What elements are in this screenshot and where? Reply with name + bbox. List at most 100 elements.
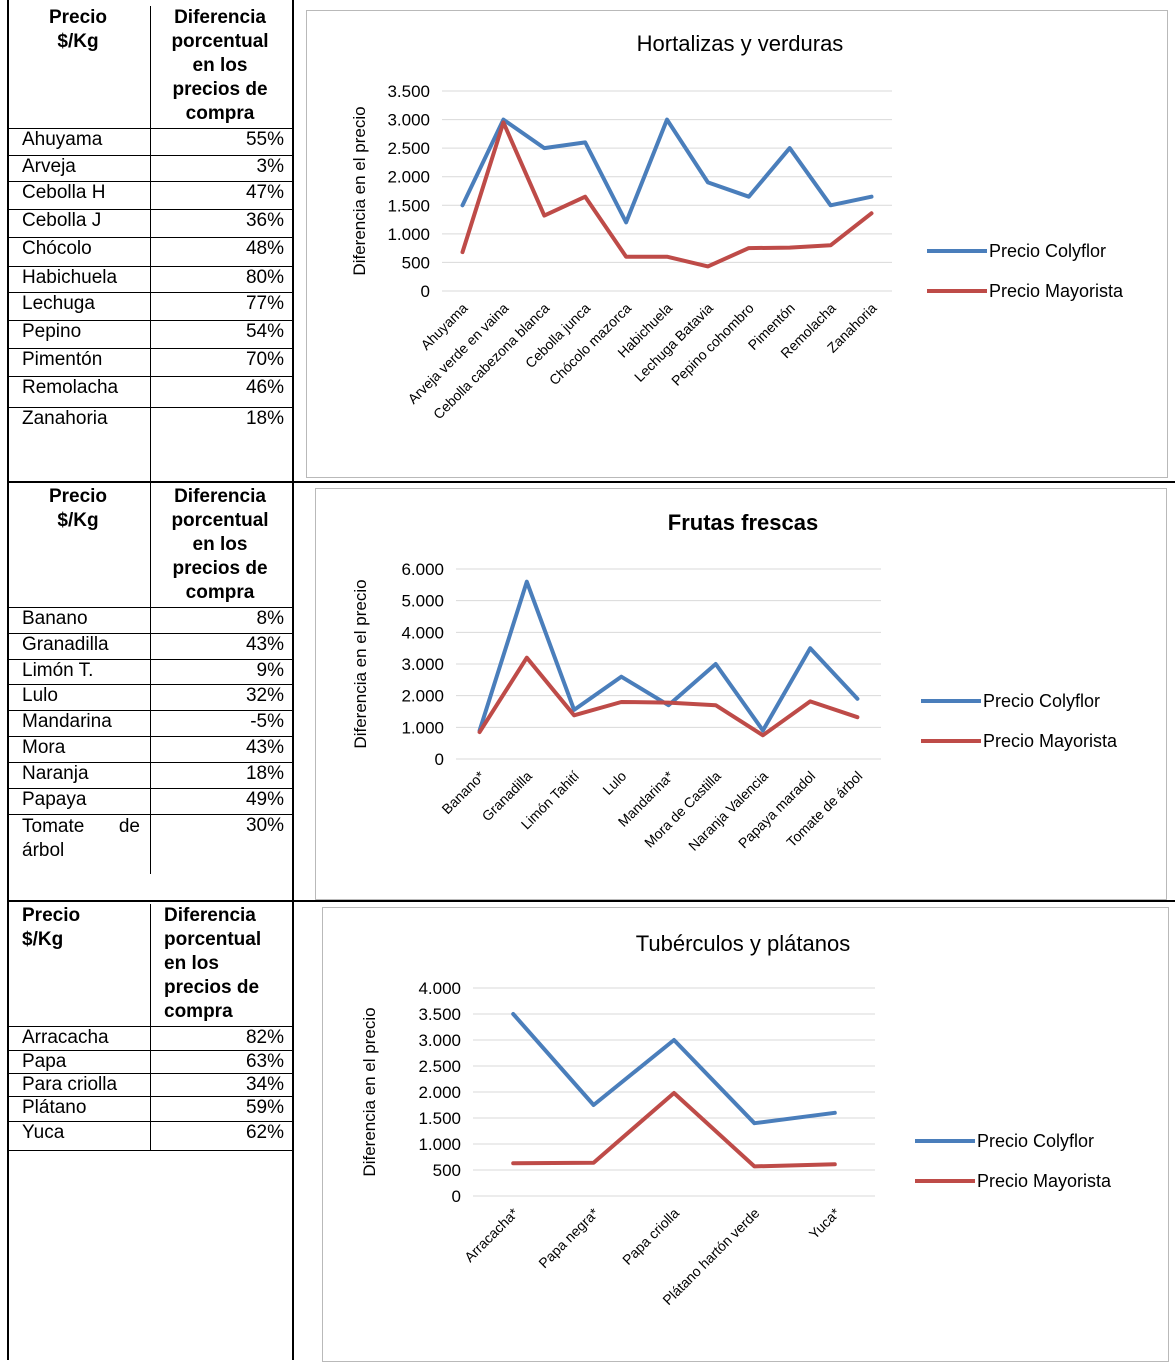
table-column-separator xyxy=(150,607,151,633)
x-category-label: Lulo xyxy=(599,768,629,798)
row-name: Granadilla xyxy=(22,634,109,656)
row-percentage: 32% xyxy=(246,685,284,707)
y-tick-label: 2.500 xyxy=(387,139,430,158)
row-percentage: 43% xyxy=(246,634,284,656)
row-percentage: 34% xyxy=(246,1074,284,1096)
table-column-separator xyxy=(150,684,151,710)
y-tick-label: 4.000 xyxy=(401,623,444,642)
row-name: Arracacha xyxy=(22,1027,109,1049)
row-name: Mora xyxy=(22,737,65,759)
y-tick-label: 2.000 xyxy=(387,168,430,187)
x-category-label: Arracacha* xyxy=(461,1204,522,1265)
legend-label: Precio Mayorista xyxy=(989,281,1124,301)
row-name: Mandarina xyxy=(22,711,112,733)
table-column-separator xyxy=(150,788,151,814)
row-percentage: 63% xyxy=(246,1051,284,1073)
row-name: Pimentón xyxy=(22,349,102,371)
row-percentage: 43% xyxy=(246,737,284,759)
y-tick-label: 5.000 xyxy=(401,592,444,611)
legend-label: Precio Colyflor xyxy=(989,241,1106,261)
y-tick-label: 3.500 xyxy=(387,82,430,101)
row-percentage: 55% xyxy=(246,129,284,151)
row-name: Habichuela xyxy=(22,267,117,289)
chart-tuberculos-svg: Tubérculos y plátanos05001.0001.5002.000… xyxy=(323,908,1168,1361)
row-percentage: 30% xyxy=(246,815,284,837)
y-tick-label: 2.000 xyxy=(418,1083,461,1102)
row-percentage: 80% xyxy=(246,267,284,289)
y-axis-label: Diferencia en el precio xyxy=(350,106,369,275)
x-category-label: Papa negra* xyxy=(535,1204,602,1271)
chart-frutas-svg: Frutas frescas01.0002.0003.0004.0005.000… xyxy=(316,489,1166,899)
row-name: Arveja xyxy=(22,156,76,178)
frame-middle-border xyxy=(292,0,294,1360)
table-row: Papaya 49% xyxy=(8,788,292,814)
row-percentage: 9% xyxy=(257,660,284,682)
row-percentage: 62% xyxy=(246,1122,284,1144)
y-tick-label: 500 xyxy=(402,253,430,272)
table-column-separator xyxy=(150,1073,151,1096)
table-column-separator xyxy=(150,181,151,209)
y-tick-label: 0 xyxy=(435,750,444,769)
y-tick-label: 2.500 xyxy=(418,1057,461,1076)
y-axis-label: Diferencia en el precio xyxy=(351,579,370,748)
series-line-mayorista xyxy=(480,658,858,736)
table-column-separator xyxy=(150,320,151,348)
table-row: Banano 8% xyxy=(8,607,292,633)
table-column-separator xyxy=(150,155,151,181)
table-column-separator xyxy=(150,659,151,684)
legend-label: Precio Mayorista xyxy=(983,731,1118,751)
row-name: Zanahoria xyxy=(22,408,108,430)
table-row: Mora 43% xyxy=(8,736,292,762)
y-tick-label: 4.000 xyxy=(418,979,461,998)
header-precio: Precio$/Kg xyxy=(8,904,148,952)
table-column-separator xyxy=(150,633,151,659)
row-name: Banano xyxy=(22,608,88,630)
legend-label: Precio Colyflor xyxy=(983,691,1100,711)
table-row: Pimentón 70% xyxy=(8,348,292,376)
row-percentage: -5% xyxy=(250,711,284,733)
x-category-label: Naranja Valencia xyxy=(685,768,771,854)
series-line-colyflor xyxy=(513,1014,835,1123)
row-name: Papaya xyxy=(22,789,86,811)
series-line-mayorista xyxy=(463,122,872,266)
chart-hortalizas-svg: Hortalizas y verduras05001.0001.5002.000… xyxy=(307,11,1167,477)
row-name: Lulo xyxy=(22,685,58,707)
table-column-separator xyxy=(150,348,151,376)
row-percentage: 49% xyxy=(246,789,284,811)
row-percentage: 8% xyxy=(257,608,284,630)
table-column-separator xyxy=(150,1121,151,1150)
y-tick-label: 1.000 xyxy=(418,1135,461,1154)
table-column-separator xyxy=(150,762,151,788)
row-name: Limón T. xyxy=(22,660,93,682)
y-tick-label: 1.000 xyxy=(401,718,444,737)
row-name: Yuca xyxy=(22,1122,64,1144)
table-column-separator xyxy=(150,1050,151,1073)
table-column-separator xyxy=(150,292,151,320)
section-divider-2 xyxy=(7,900,1175,902)
table-column-separator xyxy=(150,128,151,155)
row-percentage: 18% xyxy=(246,763,284,785)
legend-label: Precio Colyflor xyxy=(977,1131,1094,1151)
row-percentage: 54% xyxy=(246,321,284,343)
row-percentage: 18% xyxy=(246,408,284,430)
y-tick-label: 2.000 xyxy=(401,687,444,706)
table-column-separator xyxy=(150,209,151,237)
y-tick-label: 500 xyxy=(433,1161,461,1180)
chart-title: Frutas frescas xyxy=(668,510,818,535)
row-percentage: 70% xyxy=(246,349,284,371)
row-name: Remolacha xyxy=(22,377,118,399)
